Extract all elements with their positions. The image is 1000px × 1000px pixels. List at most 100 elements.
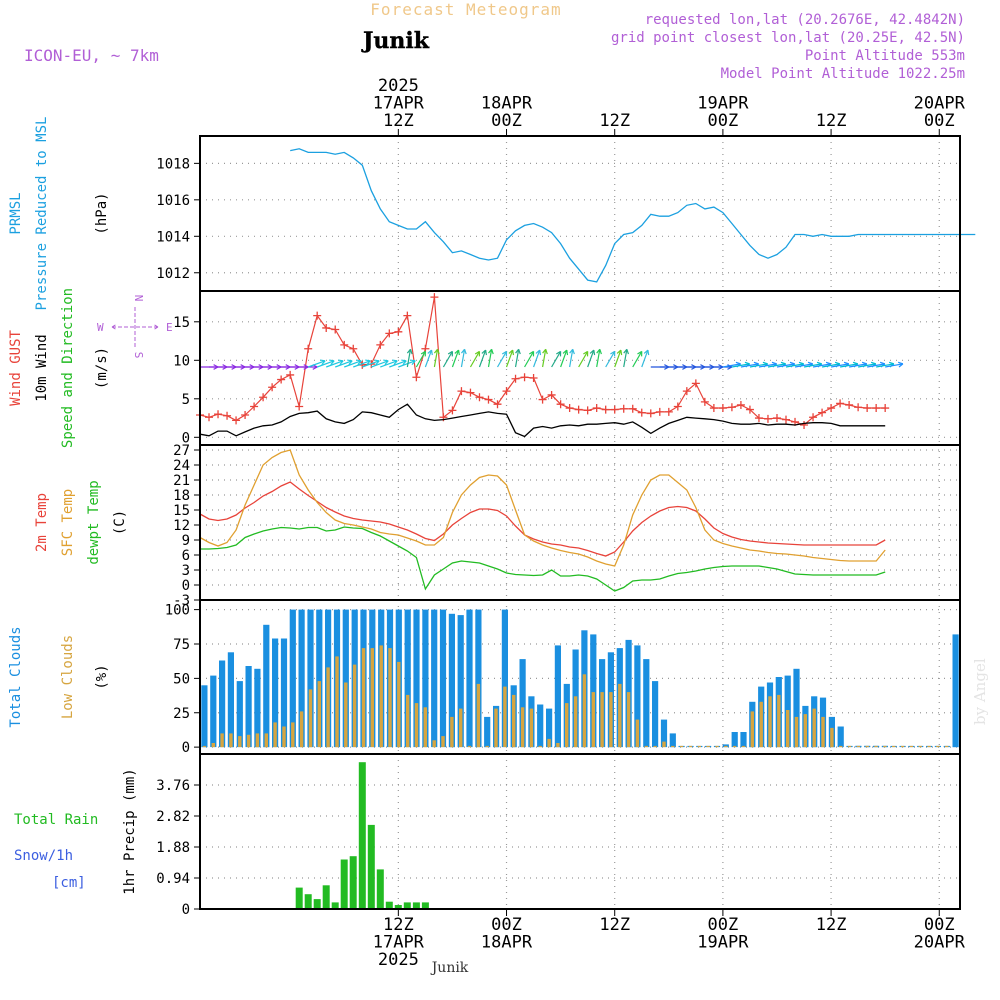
compass-arms [111,307,159,347]
total-cloud-bar [643,659,650,748]
low-cloud-bar [379,645,383,748]
total-cloud-bar [537,704,544,748]
wind-arrow [830,363,849,368]
requested-coords: requested lon,lat (20.2676E, 42.4842N) [645,12,965,28]
low-cloud-bar [724,745,728,748]
wind-arrow-head [427,349,433,356]
temp-line [200,526,886,592]
wind-arrow [569,349,574,368]
wind-arrow [533,349,541,368]
gust-point [529,374,538,383]
low-cloud-bar [688,745,693,748]
ytick-label: 3 [182,563,190,579]
wind-arrow [524,351,535,368]
wind-arrow-head [460,348,467,355]
wind-arrow-head [383,359,389,365]
total-cloud-bar [431,609,438,748]
panel-0-grid: 1012 1014 1016 1018 [156,136,960,291]
wind-arrow [785,363,804,368]
total-cloud-bar [439,609,447,748]
gust-point [313,311,322,320]
low-cloud-bar [883,745,887,748]
low-cloud-bar [671,745,675,748]
wind-arrow-head [433,348,440,355]
wind-arrow-head [488,348,494,355]
rain-bar [412,902,420,909]
panel-unit: (C) [112,510,128,535]
total-cloud-bar [448,613,455,748]
panel-label: Low Clouds [60,635,76,719]
gust-point [403,311,412,320]
total-cloud-bar [307,609,314,748]
low-cloud-bar [644,745,648,748]
total-cloud-bar [466,609,473,748]
wind-arrow [415,351,426,368]
wind-arrow [398,360,416,368]
time-label-top: 12Z [816,111,847,131]
total-cloud-bar [634,645,641,748]
ytick-label: 50 [173,671,190,687]
low-cloud-bar [441,736,445,748]
gust-point [872,404,881,413]
wind-arrow [605,351,616,368]
rain-bar [394,905,402,909]
time-label-top: 00Z [491,111,522,131]
wind-arrow-head [356,359,362,365]
ytick-label: 1016 [156,193,190,209]
low-cloud-bar [618,683,622,748]
rain-bar [358,762,366,909]
gust-point [214,410,223,419]
ytick-label: 24 [173,458,190,474]
total-cloud-bar [793,668,800,748]
gust-point [754,414,763,423]
total-cloud-bar [236,681,243,748]
compass-south: S [132,352,145,359]
low-cloud-bar [467,745,472,748]
gust-point [412,373,421,382]
wind-series [199,403,886,438]
rain-bar [340,859,348,909]
ytick-label: 0 [182,578,190,594]
total-cloud-bar [722,744,729,748]
compass-rose: N S W E [97,295,173,359]
low-cloud-bar [485,745,489,748]
panel-label: 2m Temp [34,493,50,552]
wind-arrow [803,363,822,368]
model-altitude: Model Point Altitude 1022.25m [721,66,965,82]
low-cloud-bar [945,745,949,748]
wind-arrow [389,360,407,368]
wind-arrow [487,349,493,368]
low-cloud-bar [565,703,569,748]
time-label-top: 20APR [914,94,966,114]
total-cloud-bar [201,685,208,748]
ytick-label: -3 [173,593,190,609]
panel-label: PRMSL [8,192,24,234]
ytick-label: 1012 [156,266,190,282]
gust-point [331,325,340,334]
gust-point [232,416,241,425]
gust-point [277,375,286,384]
wind-arrow [451,349,460,368]
rain-bar [331,902,339,909]
low-cloud-bar [609,692,613,748]
low-cloud-bar [397,661,401,748]
ytick-label: 5 [182,392,190,408]
gust-point [800,420,809,429]
total-cloud-bar [501,609,508,748]
wind-arrow [469,351,480,368]
gust-point [818,408,827,417]
wind-arrow [541,349,547,368]
low-cloud-bar [715,745,719,748]
gust-point [836,399,845,408]
wind-arrow [858,363,876,368]
gust-point [259,393,268,402]
time-label-top: 19APR [697,94,749,114]
low-cloud-bar [299,711,304,748]
wind-arrow [731,363,750,368]
wind-arrow [335,360,353,368]
wind-arrow-head [542,348,548,355]
wind-arrow [758,363,777,368]
wind-arrow-head [589,349,596,356]
wind-arrow [362,360,380,368]
ytick-label: 1.88 [156,840,190,856]
